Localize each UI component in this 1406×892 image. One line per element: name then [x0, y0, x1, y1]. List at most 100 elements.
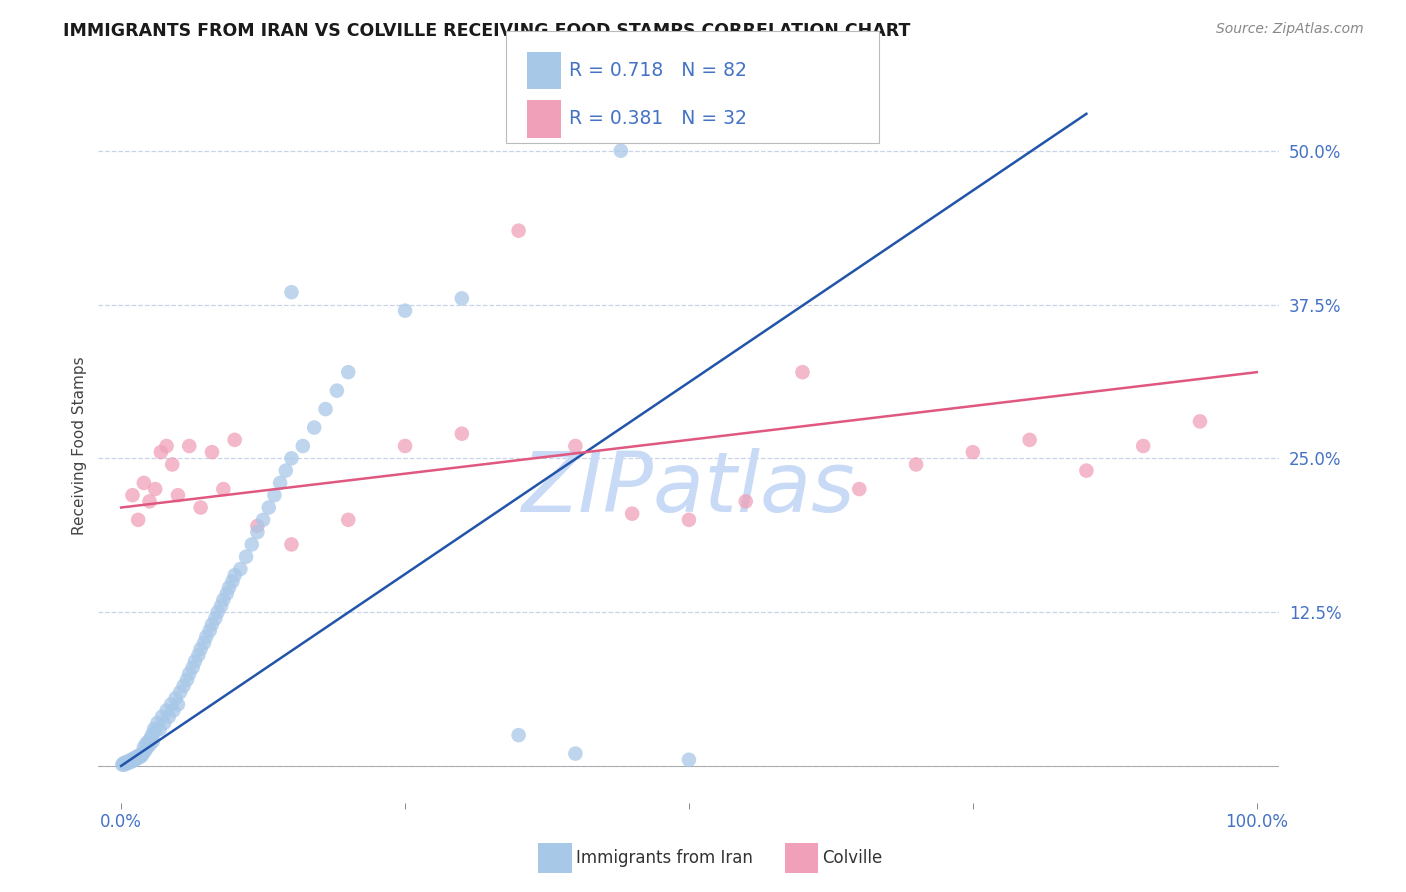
- Point: [167, 698, 190, 712]
- Point: [162, 458, 183, 472]
- Point: [181, 660, 204, 674]
- Point: [179, 666, 201, 681]
- Point: [132, 747, 155, 761]
- Point: [125, 751, 148, 765]
- Point: [450, 426, 472, 441]
- Point: [184, 654, 207, 668]
- Point: [280, 537, 302, 551]
- Point: [280, 451, 302, 466]
- Point: [120, 755, 142, 769]
- Point: [120, 753, 142, 767]
- Point: [224, 568, 246, 582]
- Point: [111, 757, 134, 772]
- Point: [173, 679, 195, 693]
- Point: [157, 709, 180, 723]
- Point: [678, 513, 700, 527]
- Point: [962, 445, 984, 459]
- Point: [224, 433, 246, 447]
- Point: [1132, 439, 1154, 453]
- Point: [678, 753, 700, 767]
- Point: [141, 728, 163, 742]
- Point: [734, 494, 756, 508]
- Point: [122, 751, 145, 765]
- Text: R = 0.381   N = 32: R = 0.381 N = 32: [569, 110, 748, 128]
- Point: [150, 709, 173, 723]
- Point: [136, 740, 159, 755]
- Point: [179, 439, 201, 453]
- Point: [229, 562, 252, 576]
- Point: [215, 587, 238, 601]
- Point: [127, 513, 149, 527]
- Point: [135, 737, 157, 751]
- Point: [257, 500, 280, 515]
- Point: [508, 728, 530, 742]
- Point: [187, 648, 209, 662]
- Point: [146, 715, 169, 730]
- Point: [117, 755, 139, 769]
- Point: [114, 757, 136, 772]
- Point: [131, 749, 153, 764]
- Point: [143, 724, 166, 739]
- Point: [115, 756, 138, 771]
- Point: [218, 581, 240, 595]
- Point: [127, 749, 149, 764]
- Point: [165, 691, 187, 706]
- Point: [129, 747, 152, 762]
- Point: [326, 384, 349, 398]
- Point: [246, 525, 269, 540]
- Point: [848, 482, 870, 496]
- Point: [132, 475, 155, 490]
- Point: [1188, 414, 1211, 428]
- Point: [201, 617, 224, 632]
- Point: [212, 592, 235, 607]
- Point: [143, 482, 166, 496]
- Point: [124, 753, 146, 767]
- Point: [153, 715, 176, 730]
- Point: [209, 599, 232, 613]
- Point: [450, 291, 472, 305]
- Point: [291, 439, 314, 453]
- Point: [905, 458, 928, 472]
- Point: [204, 611, 226, 625]
- Y-axis label: Receiving Food Stamps: Receiving Food Stamps: [72, 357, 87, 535]
- Point: [564, 747, 586, 761]
- Point: [610, 144, 633, 158]
- Point: [1018, 433, 1040, 447]
- Point: [564, 439, 586, 453]
- Point: [190, 642, 212, 657]
- Point: [155, 704, 177, 718]
- Text: Immigrants from Iran: Immigrants from Iran: [576, 849, 754, 867]
- Point: [169, 685, 191, 699]
- Text: Colville: Colville: [823, 849, 883, 867]
- Point: [212, 482, 235, 496]
- Point: [337, 365, 360, 379]
- Point: [143, 722, 166, 736]
- Text: ZIPatlas: ZIPatlas: [522, 449, 856, 529]
- Point: [235, 549, 257, 564]
- Text: R = 0.718   N = 82: R = 0.718 N = 82: [569, 62, 748, 80]
- Point: [132, 740, 155, 755]
- Point: [263, 488, 285, 502]
- Point: [162, 704, 184, 718]
- Point: [128, 750, 150, 764]
- Point: [337, 513, 360, 527]
- Point: [221, 574, 243, 589]
- Point: [125, 750, 148, 764]
- Point: [142, 734, 165, 748]
- Point: [792, 365, 814, 379]
- Point: [176, 673, 198, 687]
- Point: [138, 734, 160, 748]
- Point: [121, 488, 143, 502]
- Point: [138, 738, 160, 752]
- Point: [121, 754, 143, 768]
- Point: [207, 605, 229, 619]
- Point: [190, 500, 212, 515]
- Text: Source: ZipAtlas.com: Source: ZipAtlas.com: [1216, 22, 1364, 37]
- Point: [198, 624, 221, 638]
- Point: [138, 494, 160, 508]
- Point: [246, 519, 269, 533]
- Text: IMMIGRANTS FROM IRAN VS COLVILLE RECEIVING FOOD STAMPS CORRELATION CHART: IMMIGRANTS FROM IRAN VS COLVILLE RECEIVI…: [63, 22, 911, 40]
- Point: [195, 630, 218, 644]
- Point: [149, 722, 172, 736]
- Point: [112, 756, 135, 771]
